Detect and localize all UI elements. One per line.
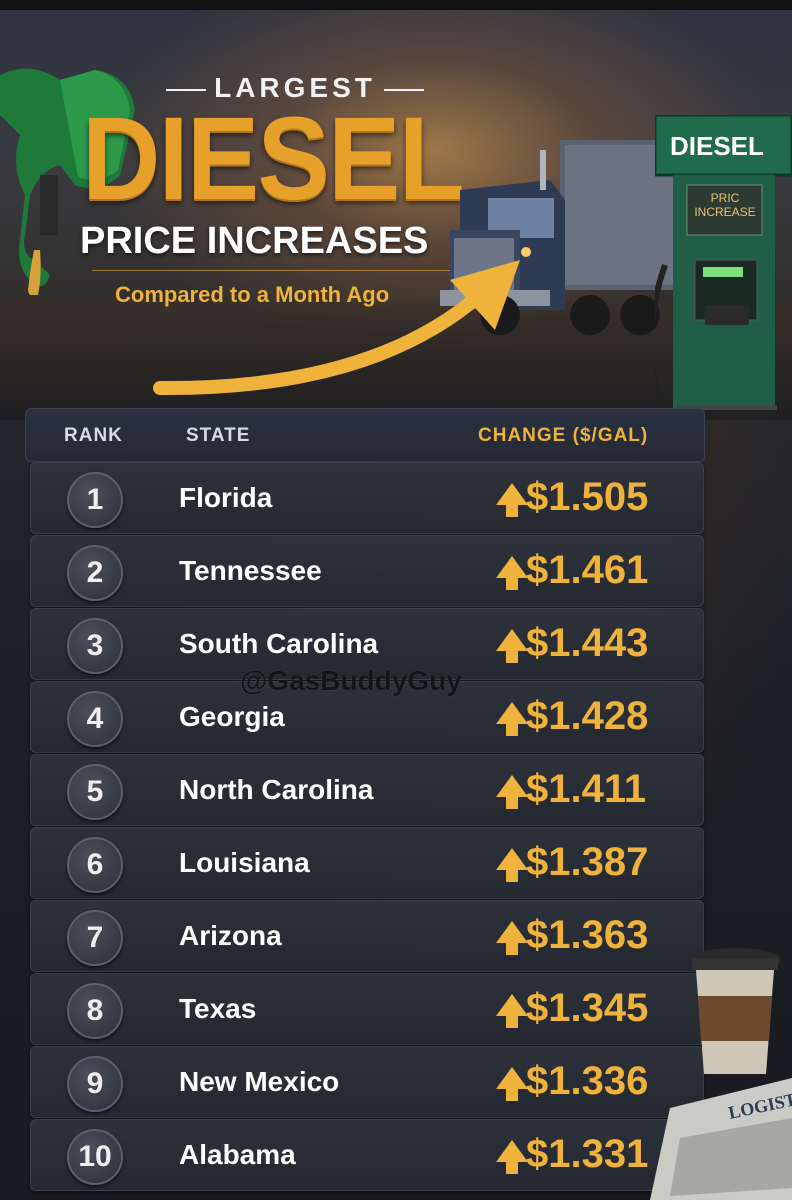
tagline: Compared to a Month Ago: [115, 282, 390, 307]
rank-badge: 2: [67, 545, 123, 601]
state-name: Florida: [179, 482, 273, 513]
title-small: LARGEST: [150, 72, 440, 104]
up-arrow-icon: [496, 483, 528, 517]
fuel-nozzle-icon: [0, 68, 135, 295]
state-name: Georgia: [179, 701, 285, 732]
title-diesel: DIESEL: [82, 93, 465, 225]
rank-badge: 3: [67, 618, 123, 674]
state-name: Louisiana: [179, 847, 310, 878]
watermark: @GasBuddyGuy: [240, 665, 462, 696]
price-change-value: $1.461: [526, 548, 649, 592]
up-arrow-icon: [496, 1140, 528, 1174]
table-row: 3 South Carolina $1.443: [30, 608, 704, 680]
up-arrow-icon: [496, 848, 528, 882]
table-row: 6 Louisiana $1.387: [30, 827, 704, 899]
price-change-value: $1.387: [526, 840, 649, 884]
table-row: 9 New Mexico $1.336: [30, 1046, 704, 1118]
state-name: South Carolina: [179, 628, 379, 659]
fuel-pump-icon: DIESEL PRIC INCREASE: [648, 113, 792, 410]
state-name: Texas: [179, 993, 257, 1024]
table-header: RANK STATE CHANGE ($/GAL): [25, 408, 705, 462]
state-name: Alabama: [179, 1139, 296, 1170]
up-arrow-icon: [496, 1067, 528, 1101]
rank-badge: 6: [67, 837, 123, 893]
coffee-cup-icon: [689, 948, 781, 1074]
price-change-value: $1.345: [526, 986, 649, 1030]
price-change-value: $1.505: [526, 475, 649, 519]
state-name: North Carolina: [179, 774, 374, 805]
header-state: STATE: [186, 425, 251, 446]
up-arrow-icon: [496, 775, 528, 809]
top-bar: [0, 0, 792, 10]
rank-badge: 9: [67, 1056, 123, 1112]
rank-badge: 7: [67, 910, 123, 966]
table-row: 4 Georgia $1.428: [30, 681, 704, 753]
pump-sticker-label: PRIC INCREASE: [694, 191, 756, 219]
title-rule-left: [166, 88, 207, 91]
rank-badge: 8: [67, 983, 123, 1039]
table-row: 5 North Carolina $1.411: [30, 754, 704, 826]
price-change-value: $1.363: [526, 913, 649, 957]
table-row: 7 Arizona $1.363: [30, 900, 704, 972]
header-rank: RANK: [64, 425, 123, 446]
title-small-text: LARGEST: [214, 72, 376, 103]
rank-badge: 10: [67, 1129, 123, 1185]
price-change-value: $1.411: [526, 767, 647, 811]
table-row: 1 Florida $1.505: [30, 462, 704, 534]
price-change-value: $1.331: [526, 1132, 649, 1176]
rank-badge: 4: [67, 691, 123, 747]
state-name: New Mexico: [179, 1066, 340, 1097]
table-row: 8 Texas $1.345: [30, 973, 704, 1045]
header-change: CHANGE ($/GAL): [478, 425, 649, 446]
state-name: Arizona: [179, 920, 282, 951]
table-row: 10 Alabama $1.331: [30, 1119, 704, 1191]
rank-badge: 1: [67, 472, 123, 528]
up-arrow-icon: [496, 629, 528, 663]
price-change-value: $1.443: [526, 621, 649, 665]
trend-arrow-icon: [153, 260, 520, 396]
price-change-value: $1.336: [526, 1059, 649, 1103]
title-rule-right: [383, 88, 424, 91]
up-arrow-icon: [496, 556, 528, 590]
up-arrow-icon: [496, 702, 528, 736]
state-name: Tennessee: [179, 555, 322, 586]
logbook-icon: LOGIST: [650, 1078, 792, 1200]
table-row: 2 Tennessee $1.461: [30, 535, 704, 607]
up-arrow-icon: [496, 994, 528, 1028]
up-arrow-icon: [496, 921, 528, 955]
price-change-value: $1.428: [526, 694, 649, 738]
pump-sign-label: DIESEL: [670, 131, 764, 161]
title-price-increases: PRICE INCREASES: [80, 220, 429, 262]
rank-badge: 5: [67, 764, 123, 820]
title-divider: [92, 270, 472, 271]
